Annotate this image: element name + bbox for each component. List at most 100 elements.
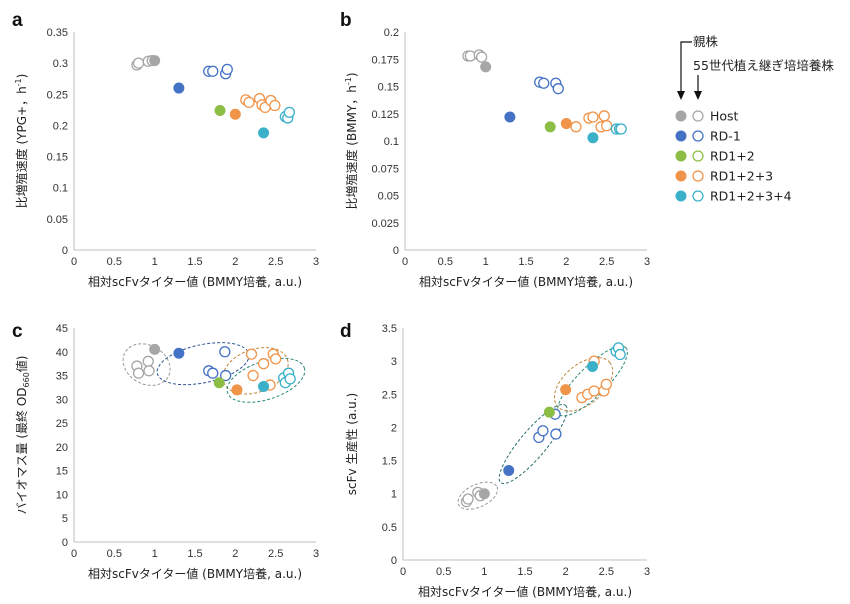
- x-tick-label: 1: [152, 548, 158, 560]
- legend-items: Host RD-1 RD1+2 RD1+2+3 RD1+2+3+4: [675, 109, 792, 204]
- y-tick-label: 3: [391, 356, 397, 368]
- y-tick-label: 40: [56, 347, 68, 359]
- y-axis-title: バイオマス量 (最終 OD660値): [14, 356, 31, 515]
- x-tick-label: 2.5: [268, 548, 283, 560]
- point-open-host: [475, 51, 488, 63]
- x-tick-label: 0.5: [436, 566, 451, 578]
- y-tick-label: 1.5: [382, 456, 397, 468]
- point-open-rd1-2-3: [247, 369, 259, 382]
- y-tick-label: 1: [391, 489, 397, 501]
- point-filled-rd-1: [503, 465, 515, 477]
- panel-a: a 0 0.05 0.1 0.15 0.2 0.25 0.3 0.35 0 0.5 1 1.5 2 2.5 3…: [12, 10, 319, 289]
- y-tick-label: 0.025: [371, 218, 399, 230]
- panel-label: a: [12, 10, 23, 31]
- x-tick-label: 0: [400, 566, 406, 578]
- x-tick-label: 0.5: [107, 256, 122, 268]
- y-tick-label: 0.35: [47, 27, 68, 39]
- point-open-rd-1: [537, 425, 549, 437]
- legend-item-label: RD1+2+3: [710, 169, 773, 184]
- point-filled-rd-1: [504, 111, 516, 123]
- point-open-rd-1: [220, 369, 232, 382]
- panel-d: d 0 0.5 1 1.5 2 2.5 3 3.5 0 0.5 1 1.5 2 2.5 3 相対scFvタイター…: [340, 321, 650, 599]
- legend-marker-open: [692, 190, 704, 202]
- x-axis-title: 相対scFvタイター値 (BMMY培養, a.u.): [418, 584, 632, 599]
- point-open-rd1-2-3-4: [283, 106, 296, 118]
- x-tick-label: 2.5: [268, 256, 283, 268]
- legend-marker-open: [692, 170, 704, 182]
- y-tick-label: 0.05: [47, 214, 68, 226]
- legend-item-label: RD1+2: [710, 149, 755, 164]
- x-axis-title: 相対scFvタイター値 (BMMY培養, a.u.): [419, 274, 633, 289]
- point-open-rd1-2-3-4: [615, 123, 627, 135]
- y-tick-label: 10: [56, 489, 68, 501]
- y-tick-label: 0.15: [47, 152, 68, 164]
- y-tick-label: 35: [56, 371, 68, 383]
- panels: a00.050.10.150.20.250.30.350 0.5 1 1.5 2 2.5 3…: [12, 10, 650, 599]
- y-axis-title: 比増殖速度 (YPG+，h-1): [14, 74, 29, 209]
- legend-marker-filled: [675, 170, 687, 182]
- legend-marker-filled: [675, 130, 687, 142]
- x-tick-label: 3: [644, 256, 650, 268]
- legend-marker-open: [692, 130, 704, 142]
- y-tick-label: 0.3: [53, 58, 68, 70]
- point-open-rd1-2-3: [587, 111, 599, 123]
- point-open-rd1-2-3: [601, 120, 613, 132]
- point-filled-rd1-2: [543, 406, 555, 418]
- x-tick-label: 2: [232, 548, 238, 560]
- point-open-rd1-2-3: [269, 99, 281, 112]
- group-ellipse: [498, 403, 568, 485]
- y-tick-label: 3.5: [382, 323, 397, 335]
- group-ellipse: [553, 357, 614, 412]
- point-open-rd1-2-3: [588, 385, 600, 397]
- point-open-host: [142, 355, 154, 367]
- y-tick-label: 0.125: [371, 109, 399, 121]
- x-tick-label: 0.5: [438, 256, 453, 268]
- y-tick-label: 0.05: [378, 191, 399, 203]
- panel-label: b: [340, 10, 352, 31]
- point-open-rd-1: [207, 65, 219, 77]
- x-tick-label: 0: [402, 256, 408, 268]
- point-open-rd-1: [219, 346, 231, 358]
- point-open-rd1-2-3: [600, 378, 612, 390]
- point-filled-host: [480, 61, 492, 73]
- legend: 親株 55世代植え継ぎ培培養株 Host RD-1 RD1+2 RD1+2+3 RD1+…: [675, 34, 834, 204]
- x-axis-title: 相対scFvタイター値 (BMMY培養, a.u.): [88, 566, 302, 581]
- y-tick-label: 20: [56, 442, 68, 454]
- legend-item-label: RD1+2+3+4: [710, 189, 792, 204]
- point-filled-rd1-2-3: [231, 384, 243, 396]
- x-tick-label: 3: [644, 566, 650, 578]
- panel-b: b 0 0.025 0.05 0.075 0.1 0.125 0.15 0.175 0.2 0 0.5…: [340, 10, 650, 289]
- x-tick-label: 2: [563, 256, 569, 268]
- x-tick-label: 2.5: [599, 566, 614, 578]
- legend-marker-open: [692, 150, 704, 162]
- legend-header-generations: 55世代植え継ぎ培培養株: [693, 58, 834, 73]
- point-open-rd1-2-3: [270, 353, 282, 365]
- y-tick-label: 0: [62, 537, 68, 549]
- x-tick-label: 1.5: [518, 256, 533, 268]
- x-tick-label: 2: [563, 566, 569, 578]
- x-tick-label: 2: [232, 256, 238, 268]
- y-tick-label: 25: [56, 418, 68, 430]
- point-filled-rd1-2-3-4: [258, 127, 270, 139]
- point-filled-rd1-2-3-4: [587, 132, 599, 144]
- x-tick-label: 1: [481, 566, 487, 578]
- point-open-rd-1: [207, 367, 219, 379]
- x-tick-label: 1: [152, 256, 158, 268]
- x-tick-label: 3: [313, 256, 319, 268]
- y-tick-label: 45: [56, 323, 68, 335]
- y-tick-label: 15: [56, 466, 68, 478]
- legend-header-parent: 親株: [693, 34, 719, 49]
- point-open-rd-1: [550, 428, 562, 440]
- y-tick-label: 0.175: [371, 54, 399, 66]
- x-tick-label: 1.5: [187, 548, 202, 560]
- point-open-rd1-2-3-4: [614, 348, 626, 361]
- point-filled-rd1-2: [214, 104, 226, 116]
- y-tick-label: 2: [391, 422, 397, 434]
- point-open-rd1-2-3: [245, 348, 258, 360]
- y-tick-label: 0: [391, 555, 397, 567]
- y-tick-label: 5: [62, 513, 68, 525]
- point-filled-rd1-2-3-4: [258, 380, 270, 392]
- legend-item-label: RD-1: [710, 129, 741, 144]
- y-tick-label: 0.5: [382, 522, 397, 534]
- y-tick-label: 0.1: [384, 136, 399, 148]
